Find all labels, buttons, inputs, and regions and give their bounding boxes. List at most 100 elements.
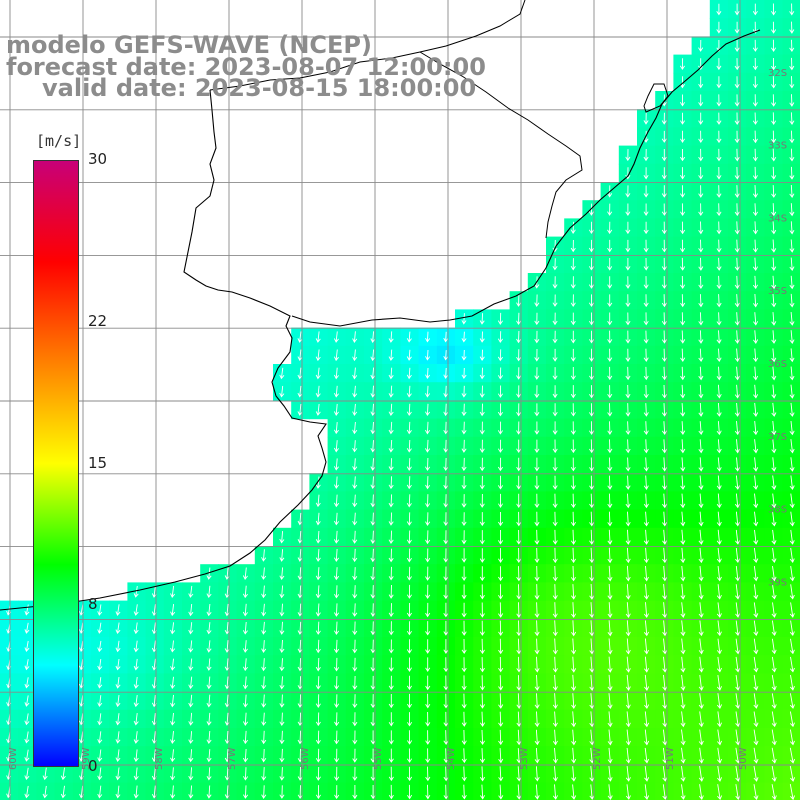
wind-arrow — [662, 766, 668, 782]
wind-arrow — [625, 711, 631, 728]
wind-arrow — [352, 657, 358, 672]
wind-arrow — [570, 330, 576, 344]
wind-arrow — [516, 638, 522, 655]
wind-arrow — [24, 731, 30, 744]
wind-arrow — [552, 294, 558, 307]
wind-arrow — [24, 767, 30, 781]
wind-arrow — [680, 112, 685, 125]
wind-arrow — [370, 385, 376, 398]
wind-arrow — [716, 566, 722, 582]
wind-arrow — [789, 57, 795, 71]
wind-arrow — [661, 276, 667, 289]
wind-arrow — [716, 620, 722, 637]
wind-arrow — [406, 367, 412, 380]
wind-arrow — [406, 584, 412, 599]
wind-arrow — [661, 366, 667, 381]
wind-arrow — [534, 439, 540, 454]
wind-arrow — [698, 94, 704, 107]
wind-arrow — [24, 713, 30, 726]
wind-arrow — [388, 421, 394, 435]
wind-arrow — [315, 476, 321, 489]
wind-arrow — [42, 785, 48, 799]
wind-arrow — [734, 39, 740, 52]
wind-arrow — [588, 294, 594, 308]
wind-arrow — [24, 785, 30, 799]
wind-arrow — [753, 348, 759, 363]
wind-arrow — [734, 421, 740, 436]
wind-arrow — [498, 638, 504, 655]
wind-arrow — [662, 511, 668, 527]
wind-arrow — [334, 712, 340, 727]
wind-arrow — [771, 166, 777, 180]
wind-arrow — [607, 583, 613, 600]
wind-arrow — [242, 658, 248, 672]
wind-arrow — [188, 767, 194, 781]
wind-arrow — [589, 638, 595, 655]
wind-arrow — [534, 348, 540, 362]
wind-arrow — [97, 622, 103, 634]
wind-arrow — [570, 511, 576, 527]
wind-arrow — [735, 547, 741, 564]
wind-arrow — [315, 530, 321, 544]
wind-arrow — [279, 385, 285, 398]
wind-arrow — [625, 312, 631, 326]
wind-arrow — [680, 711, 686, 728]
wind-arrow — [552, 620, 558, 637]
wind-arrow — [370, 403, 376, 417]
wind-arrow — [662, 620, 668, 637]
wind-arrow — [516, 711, 522, 728]
wind-arrow — [789, 166, 795, 180]
wind-arrow — [698, 257, 704, 271]
wind-arrow — [479, 367, 485, 380]
wind-arrow — [388, 512, 394, 526]
wind-arrow — [571, 620, 577, 637]
wind-arrow — [716, 239, 722, 253]
wind-arrow — [698, 656, 704, 673]
wind-arrow — [279, 621, 285, 635]
wind-arrow — [97, 713, 103, 726]
longitude-label: 56W — [300, 747, 311, 770]
wind-arrow — [516, 312, 522, 326]
wind-arrow — [589, 330, 595, 344]
wind-arrow — [680, 511, 686, 527]
wind-arrow — [607, 348, 613, 362]
wind-arrow — [607, 602, 613, 619]
wind-arrow — [753, 457, 759, 472]
wind-arrow — [698, 747, 704, 764]
wind-arrow — [242, 585, 248, 599]
wind-arrow — [716, 421, 722, 436]
wind-arrow — [425, 530, 431, 545]
wind-arrow — [698, 602, 704, 618]
wind-arrow — [406, 331, 412, 343]
wind-arrow — [206, 585, 212, 599]
wind-arrow — [625, 475, 631, 490]
wind-arrow — [406, 458, 412, 471]
wind-arrow — [698, 275, 704, 290]
wind-arrow — [662, 565, 668, 582]
wind-arrow — [297, 712, 303, 727]
wind-arrow — [588, 239, 594, 253]
wind-arrow — [717, 729, 723, 746]
wind-arrow — [516, 602, 522, 618]
wind-arrow — [479, 475, 485, 490]
wind-arrow — [752, 94, 758, 107]
wind-arrow — [315, 621, 321, 635]
wind-arrow — [607, 565, 613, 582]
wind-arrow — [24, 695, 30, 707]
wind-arrow — [680, 185, 686, 198]
wind-arrow — [607, 439, 613, 454]
wind-arrow — [607, 693, 613, 710]
wind-arrow — [625, 565, 631, 582]
wind-arrow — [188, 603, 194, 617]
wind-arrow — [206, 749, 212, 763]
wind-arrow — [24, 749, 30, 762]
wind-arrow — [443, 421, 449, 435]
wind-arrow — [334, 657, 340, 672]
wind-arrow — [261, 730, 267, 745]
wind-arrow — [716, 294, 722, 308]
wind-arrow — [716, 402, 722, 417]
wind-arrow — [443, 476, 449, 490]
wind-arrow — [315, 676, 321, 690]
wind-arrow — [735, 511, 741, 527]
wind-arrow — [443, 385, 449, 398]
